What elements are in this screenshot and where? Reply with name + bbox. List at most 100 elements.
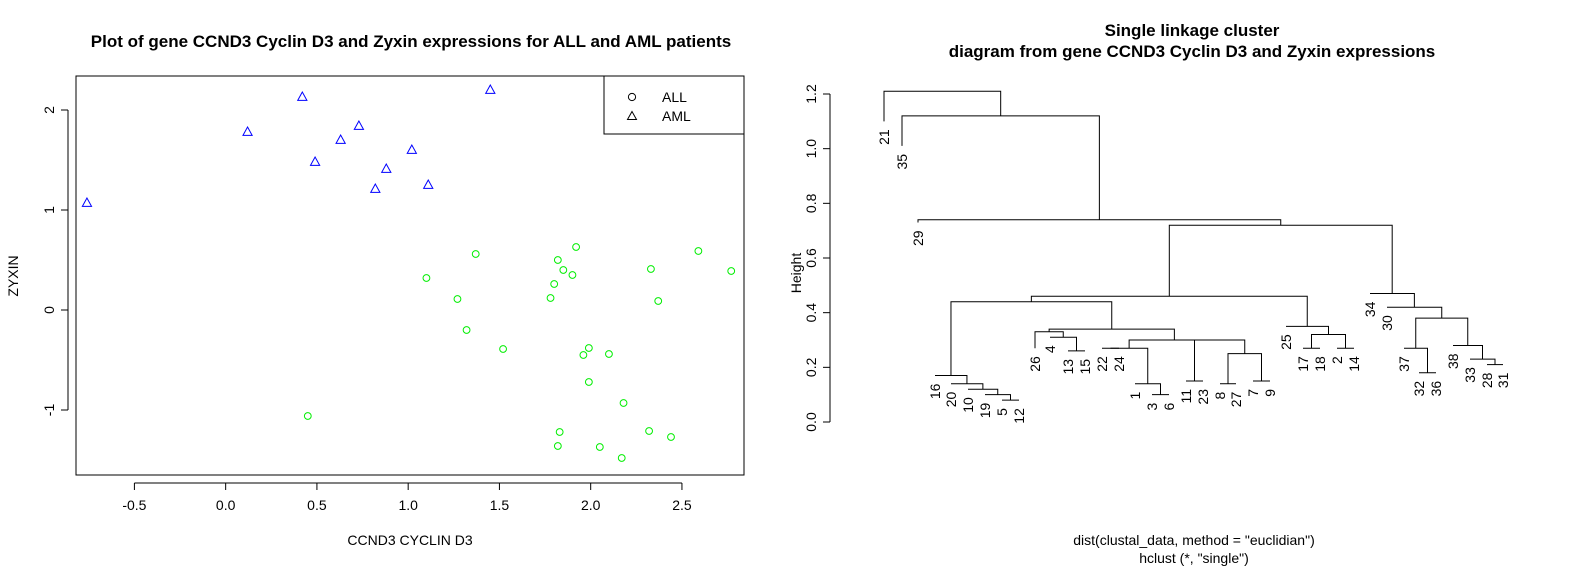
- point-all: [559, 266, 568, 274]
- dendrogram-branch: [1110, 347, 1149, 384]
- point-all: [647, 265, 655, 273]
- scatter-x-tick-label: 2.5: [672, 497, 692, 513]
- legend-all-label: ALL: [662, 89, 687, 105]
- scatter-legend: ALL AML: [603, 75, 745, 135]
- dendrogram-branch: [968, 388, 999, 395]
- point-all: [584, 344, 593, 352]
- dendrogram-branch: [883, 90, 1002, 122]
- scatter-x-label: CCND3 CYCLIN D3: [347, 532, 472, 548]
- dendrogram-tree: [883, 90, 1503, 401]
- scatter-points: [81, 83, 736, 462]
- dendrogram-branch: [935, 375, 968, 384]
- dendrogram-y-label: Height: [788, 253, 804, 294]
- dendrogram-y-axis: 0.0 0.2 0.4 0.6 0.8 1.0 1.2: [803, 84, 831, 432]
- scatter-plot-box: [75, 75, 745, 476]
- point-all: [546, 294, 555, 302]
- point-all: [422, 274, 431, 282]
- point-aml: [242, 125, 254, 136]
- point-all: [667, 433, 675, 441]
- point-all: [619, 399, 628, 407]
- point-all: [499, 345, 507, 353]
- leaf-label: 6: [1161, 402, 1177, 410]
- point-aml: [335, 133, 347, 144]
- leaf-label: 19: [977, 402, 993, 418]
- dendrogram-branch: [1415, 317, 1469, 349]
- point-all: [462, 326, 471, 334]
- dendrogram-branch: [1194, 339, 1246, 381]
- point-all: [555, 428, 564, 436]
- leaf-label: 20: [943, 392, 959, 408]
- dendrogram-branch: [1128, 339, 1220, 349]
- leaf-label: 37: [1396, 356, 1412, 372]
- leaf-label: 28: [1479, 372, 1495, 388]
- scatter-y-tick-label: 2: [41, 106, 57, 114]
- point-all: [595, 443, 604, 451]
- leaf-label: 21: [876, 129, 892, 145]
- point-aml: [353, 119, 365, 130]
- leaf-label: 22: [1094, 356, 1110, 372]
- leaf-label: 18: [1312, 356, 1328, 372]
- point-all: [572, 243, 580, 251]
- leaf-label: 38: [1445, 353, 1461, 369]
- leaf-label: 11: [1178, 389, 1194, 404]
- leaf-label: 26: [1027, 356, 1043, 372]
- dendrogram-y-tick-label: 0.0: [803, 412, 819, 432]
- point-all: [727, 267, 736, 275]
- dendrogram-branch: [1227, 353, 1262, 384]
- leaf-label: 16: [927, 383, 943, 399]
- leaf-label: 12: [1011, 408, 1027, 424]
- point-all: [654, 297, 663, 305]
- leaf-label: 35: [894, 154, 910, 170]
- scatter-x-tick-label: 0.5: [307, 497, 327, 513]
- dendrogram-title: Single linkage cluster: [1105, 21, 1280, 40]
- point-aml: [380, 162, 392, 173]
- leaf-label: 23: [1195, 389, 1211, 405]
- dendrogram-branch: [1286, 325, 1329, 335]
- leaf-label: 9: [1262, 389, 1278, 397]
- point-aml: [369, 182, 381, 193]
- point-all: [605, 350, 613, 358]
- dendrogram-branch: [901, 115, 1100, 220]
- leaf-label: 5: [994, 408, 1010, 416]
- dendrogram-y-tick-label: 0.4: [803, 303, 819, 323]
- leaf-label: 25: [1278, 334, 1294, 350]
- point-all: [568, 271, 577, 279]
- scatter-plot: Plot of gene CCND3 Cyclin D3 and Zyxin e…: [5, 32, 745, 548]
- leaf-label: 7: [1245, 389, 1261, 397]
- leaf-label: 27: [1228, 392, 1244, 408]
- point-all: [617, 454, 626, 462]
- leaf-label: 4: [1042, 345, 1058, 353]
- legend-aml-label: AML: [662, 108, 691, 124]
- point-aml: [296, 90, 308, 101]
- scatter-x-tick-label: -0.5: [122, 497, 146, 513]
- point-aml: [422, 178, 434, 189]
- dendrogram-y-tick-label: 0.6: [803, 248, 819, 268]
- dendrogram-branch: [1030, 295, 1308, 327]
- leaf-label: 36: [1428, 381, 1444, 397]
- leaf-label: 8: [1212, 392, 1228, 400]
- dendrogram-branch: [1453, 344, 1483, 360]
- legend-box: [603, 75, 745, 135]
- scatter-x-tick-label: 0.0: [216, 497, 236, 513]
- leaf-label: 2: [1329, 356, 1345, 364]
- scatter-x-axis: -0.5 0.0 0.5 1.0 1.5 2.0 2.5: [122, 482, 692, 513]
- scatter-y-tick-label: 0: [41, 306, 57, 314]
- leaf-label: 15: [1077, 359, 1093, 375]
- leaf-label: 24: [1111, 356, 1127, 372]
- leaf-label: 1: [1127, 392, 1143, 400]
- dendrogram-y-tick-label: 1.2: [803, 84, 819, 104]
- point-all: [303, 412, 312, 420]
- scatter-y-tick-label: 1: [41, 206, 57, 214]
- dendrogram-branch: [1404, 347, 1428, 373]
- scatter-title: Plot of gene CCND3 Cyclin D3 and Zyxin e…: [91, 32, 731, 51]
- dendrogram-y-tick-label: 0.2: [803, 357, 819, 377]
- dendrogram-y-tick-label: 0.8: [803, 193, 819, 213]
- scatter-y-axis: -1 0 1 2: [41, 106, 69, 417]
- dendrogram-branch: [917, 219, 1282, 226]
- leaf-label: 32: [1411, 381, 1427, 397]
- dendrogram-branch: [951, 383, 984, 390]
- scatter-y-tick-label: -1: [41, 404, 57, 417]
- dendrogram-y-tick-label: 1.0: [803, 139, 819, 159]
